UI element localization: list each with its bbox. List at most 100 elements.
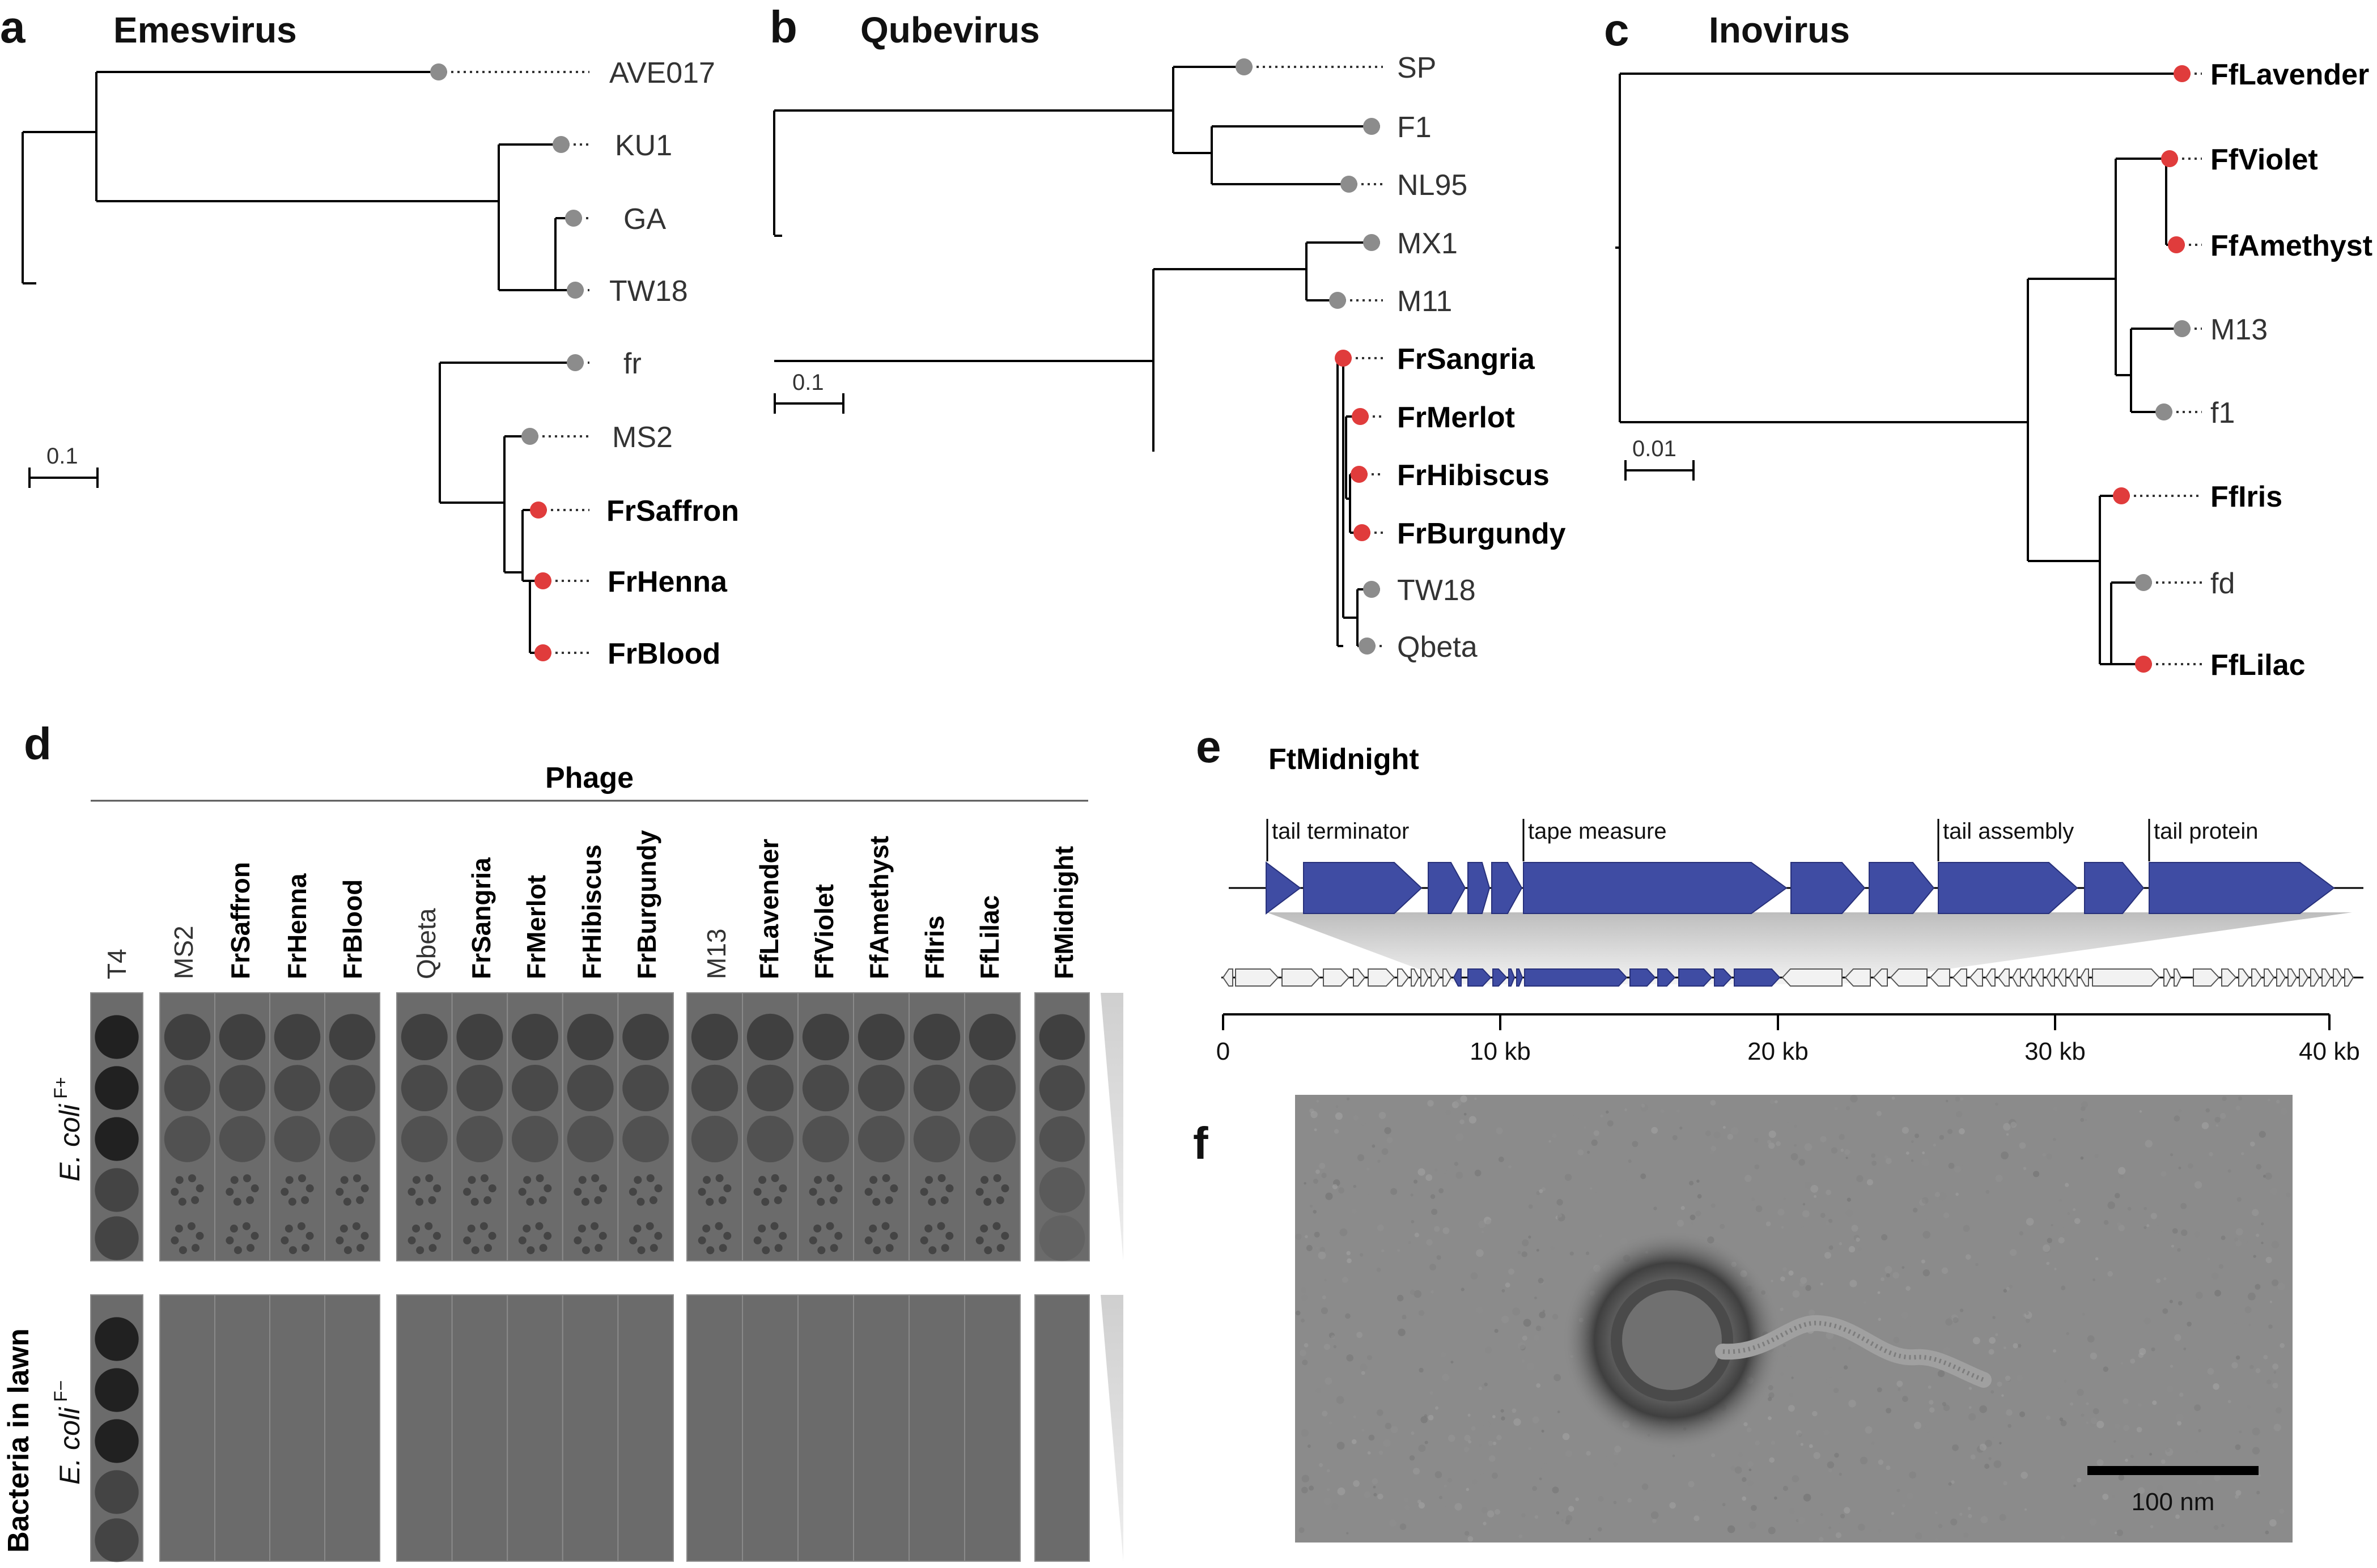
micrograph-grain bbox=[1823, 1429, 1830, 1436]
micrograph-grain bbox=[1952, 1444, 1959, 1451]
micrograph-grain bbox=[2123, 1425, 2130, 1431]
plaque-dot bbox=[654, 1184, 663, 1193]
micrograph-grain bbox=[1943, 1404, 1950, 1412]
micrograph-grain bbox=[1454, 1162, 1459, 1166]
gene-arrow bbox=[1467, 968, 1492, 987]
micrograph-grain bbox=[1322, 1410, 1328, 1417]
gene-arrow bbox=[1323, 968, 1350, 987]
micrograph-grain bbox=[2120, 1362, 2124, 1365]
plaque-dot bbox=[940, 1196, 949, 1204]
plaque-spot bbox=[456, 1116, 503, 1162]
micrograph-grain bbox=[1468, 1116, 1477, 1124]
micrograph-grain bbox=[1691, 1222, 1693, 1225]
gene-arrow bbox=[1629, 968, 1656, 987]
micrograph-grain bbox=[2160, 1459, 2166, 1464]
plaque-spot bbox=[219, 1014, 266, 1060]
micrograph-grain bbox=[1322, 1295, 1326, 1299]
micrograph-grain bbox=[1625, 1180, 1629, 1184]
micrograph-grain bbox=[2176, 1421, 2181, 1426]
leaf-dot bbox=[1329, 292, 1346, 309]
gene-arrow bbox=[2193, 968, 2220, 987]
zoomed-genes bbox=[1266, 861, 2335, 915]
micrograph-grain bbox=[1992, 1316, 1996, 1319]
plaque-dot bbox=[975, 1188, 984, 1196]
plaque-spot bbox=[969, 1064, 1016, 1112]
plate-strip bbox=[853, 1294, 910, 1562]
tree-nodes-a bbox=[430, 63, 584, 661]
gene-arrow bbox=[1997, 968, 2010, 987]
micrograph-grain bbox=[1533, 1335, 1540, 1341]
micrograph-grain bbox=[2095, 1257, 2099, 1261]
micrograph-grain bbox=[1975, 1263, 1979, 1267]
plate-strips bbox=[90, 992, 1090, 1562]
micrograph-grain bbox=[2252, 1427, 2260, 1436]
micrograph-grain bbox=[2171, 1244, 2174, 1248]
micrograph-grain bbox=[1411, 1219, 1415, 1223]
micrograph-grain bbox=[1498, 1156, 1504, 1162]
micrograph-grain bbox=[2086, 1402, 2089, 1405]
micrograph-grain bbox=[1434, 1168, 1438, 1172]
micrograph-grain bbox=[1794, 1144, 1797, 1147]
micrograph-grain bbox=[2130, 1455, 2134, 1458]
micrograph-grain bbox=[1478, 1386, 1482, 1391]
micrograph-grain bbox=[1522, 1239, 1529, 1247]
svg-text:E. coliF+: E. coli F+ bbox=[50, 1077, 86, 1182]
micrograph-grain bbox=[2227, 1169, 2231, 1173]
micrograph-grain bbox=[1501, 1416, 1505, 1421]
plaque-dot bbox=[993, 1174, 1001, 1183]
micrograph-grain bbox=[2077, 1477, 2082, 1482]
plaque-dot bbox=[463, 1188, 472, 1196]
micrograph-grain bbox=[1995, 1174, 2003, 1182]
plaque-dot bbox=[281, 1188, 289, 1196]
micrograph-grain bbox=[1921, 1197, 1929, 1204]
micrograph-grain bbox=[1710, 1203, 1716, 1208]
micrograph-grain bbox=[1450, 1361, 1454, 1364]
micrograph-grain bbox=[1336, 1396, 1344, 1404]
micrograph-grain bbox=[1886, 1273, 1890, 1278]
plaque-spot bbox=[95, 1066, 139, 1110]
plaque-dot bbox=[937, 1222, 945, 1230]
micrograph-grain bbox=[1539, 1477, 1542, 1481]
micrograph-grain bbox=[1540, 1326, 1545, 1331]
plaque-spot bbox=[95, 1518, 139, 1562]
micrograph-grain bbox=[1471, 1426, 1476, 1431]
plaque-dot bbox=[483, 1196, 492, 1204]
leaf-label: TW18 bbox=[1397, 574, 1476, 607]
micrograph-grain bbox=[1710, 1145, 1717, 1151]
micrograph-grain bbox=[2112, 1495, 2115, 1498]
leaf-dot bbox=[2174, 65, 2191, 82]
plate-strip bbox=[742, 1294, 799, 1562]
micrograph-grain bbox=[1353, 1115, 1359, 1121]
micrograph-grain bbox=[1902, 1396, 1908, 1402]
micrograph-grain bbox=[1955, 1096, 1960, 1102]
micrograph-grain bbox=[2046, 1415, 2051, 1420]
gene-arrow bbox=[1869, 862, 1935, 914]
micrograph-grain bbox=[2220, 1112, 2226, 1119]
micrograph-grain bbox=[1922, 1269, 1930, 1277]
plaque-spot bbox=[802, 1115, 850, 1163]
micrograph-grain bbox=[1809, 1444, 1813, 1448]
plaque-dot bbox=[483, 1244, 492, 1252]
micrograph-grain bbox=[1902, 1504, 1905, 1507]
micrograph-grain bbox=[1461, 1287, 1465, 1291]
micrograph-grain bbox=[1398, 1328, 1406, 1336]
micrograph-grain bbox=[1871, 1153, 1876, 1158]
plaque-dot bbox=[433, 1184, 442, 1193]
leaf-label: FrSaffron bbox=[606, 495, 739, 528]
plaque-dot bbox=[980, 1176, 989, 1184]
micrograph-grain bbox=[1690, 1214, 1696, 1221]
plaque-dot bbox=[581, 1197, 589, 1206]
tree-labels-b: SP F1 NL95 MX1 M11 FrSangria FrMerlot Fr… bbox=[1397, 52, 1566, 664]
micrograph-grain bbox=[2236, 1197, 2242, 1202]
micrograph-grain bbox=[1926, 1217, 1932, 1222]
column-labels: T4 MS2 FrSaffron FrHenna FrBlood Qbeta F… bbox=[102, 830, 1079, 979]
leaf-dot bbox=[1351, 466, 1368, 483]
micrograph-grain bbox=[1941, 1267, 1949, 1274]
micrograph-grain bbox=[1877, 1387, 1882, 1392]
gene-arrow bbox=[2084, 862, 2145, 914]
plaque-dot bbox=[581, 1246, 590, 1255]
micrograph-grain bbox=[1933, 1144, 1936, 1147]
panel-a: a Emesvirus AVE bbox=[0, 2, 739, 670]
micrograph-grain bbox=[1512, 1408, 1517, 1413]
micrograph-grain bbox=[1496, 1127, 1503, 1134]
